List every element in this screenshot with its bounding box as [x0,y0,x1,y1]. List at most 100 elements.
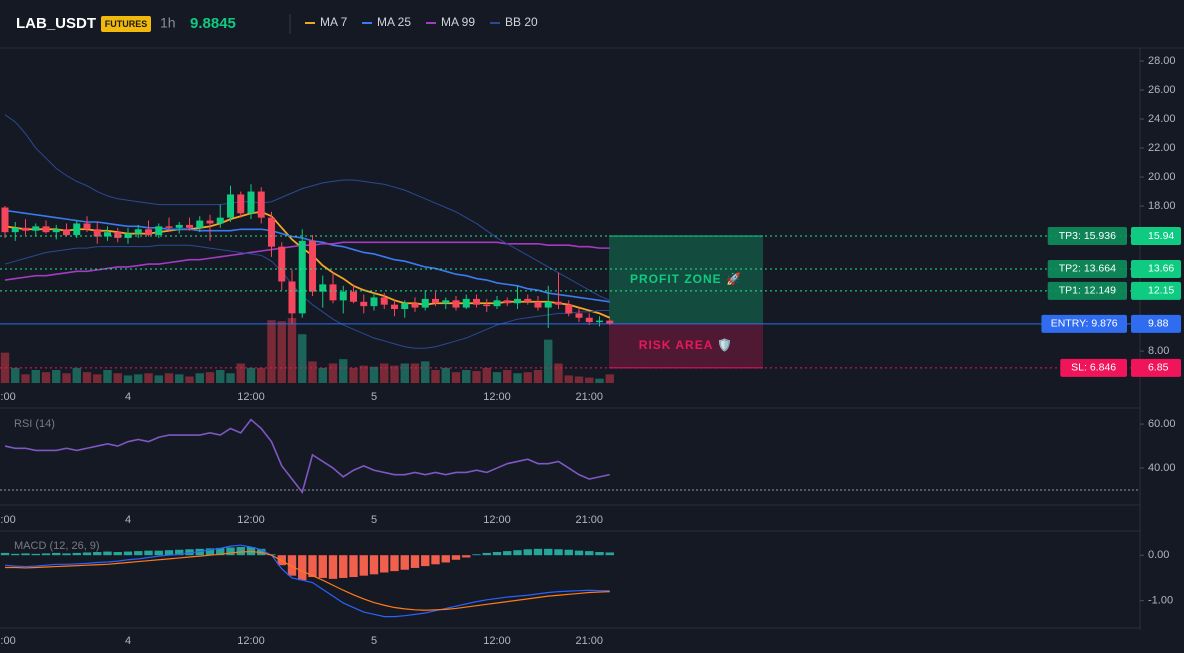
macd-bar [113,552,122,556]
candle-body [503,300,511,304]
last-price: 9.8845 [190,15,236,32]
volume-bar [492,372,502,383]
candle-body [555,301,562,305]
volume-bar [421,361,430,383]
macd-bar [462,555,471,558]
y-tick-label: 22.00 [1148,142,1176,154]
x-tick-label: 2:00 [0,391,16,403]
volume-bar [205,372,215,383]
y-tick-label: 20.00 [1148,171,1176,183]
candle-body [22,227,29,231]
level-tag-bg [1131,226,1181,245]
bb-lower [4,244,610,349]
x-tick-label: 21:00 [575,391,603,403]
candle-body [175,224,183,228]
macd-bar [31,553,40,556]
candle-body [186,224,193,228]
volume-bar [400,363,409,383]
level-label-bg [1060,358,1127,377]
volume-bar [482,367,491,383]
volume-bar [595,378,604,383]
volume-bar [523,372,532,383]
candle-body [473,298,480,305]
macd-bar [103,551,112,556]
candle-body [257,191,265,218]
level-tag: 12.15 [1148,285,1174,297]
x-tick-label: 5 [371,514,377,526]
level-tag: 13.66 [1148,263,1174,275]
y-tick-label: -1.00 [1148,595,1173,607]
candle-body [606,320,614,324]
volume-bar [605,374,614,383]
level-tag: 6.85 [1148,362,1169,374]
y-tick-label: 26.00 [1148,84,1176,96]
macd-bar [216,547,225,556]
macd-bar [605,552,614,556]
macd-bar [287,555,297,576]
candle-body [432,298,439,304]
volume-bar [451,372,461,383]
macd-bar [93,552,102,556]
x-tick-label: 5 [371,635,377,647]
x-tick-label: 12:00 [237,635,265,647]
volume-bar [113,373,122,383]
volume-bar [246,367,256,383]
candle-body [565,304,573,314]
macd-bar [123,551,133,556]
macd-bar [369,555,379,575]
y-tick-label: 60.00 [1148,418,1176,430]
volume-bar [349,367,358,383]
legend: MA 7 MA 25 MA 99 BB 20 [305,15,538,29]
candle-body [42,226,50,233]
macd-bar [472,554,481,556]
volume-bar [267,320,276,383]
candle-body [329,284,337,301]
candle-body [339,291,347,301]
volume-bar [216,370,225,383]
candle-body [452,300,460,308]
x-tick-label: 4 [125,635,131,647]
macd-bar [236,547,245,556]
candle-body [319,284,327,292]
candle-body [155,226,163,236]
macd-bar [410,555,420,568]
macd-bar [431,555,440,565]
candle-body [596,320,603,323]
zone-label: PROFIT ZONE 🚀 [630,272,742,286]
macd-bar [175,549,184,556]
volume-bar [164,373,174,383]
volume-bar [11,367,20,383]
y-tick-label: 18.00 [1148,200,1176,212]
macd-bar [421,555,430,567]
volume-bar [441,367,450,383]
macd-bar [380,555,389,573]
candle-body [442,300,450,304]
x-tick-label: 2:00 [0,635,16,647]
macd-bar [144,550,153,556]
candle-body [483,304,491,307]
macd-bar [0,552,10,556]
candle-body [216,217,224,224]
macd-bar [492,552,502,556]
level-tag-bg [1131,259,1181,278]
candle-body [309,240,316,292]
volume-bar [585,377,594,383]
macd-bar [185,549,194,556]
macd-bar [308,555,317,578]
candle-body [73,223,81,236]
legend-label: BB 20 [505,15,538,29]
volume-bar [0,352,10,383]
candle-body [1,207,9,233]
volume-bar [195,373,204,383]
volume-bar [226,373,235,383]
volume-bar [574,376,584,383]
macd-bar [513,550,522,556]
level-tag-bg [1131,281,1181,300]
candle-body [11,227,19,233]
candle-body [370,297,378,307]
macd-bar [134,551,143,556]
volume-bar [41,372,51,383]
candle-body [134,229,142,234]
candle-body [544,301,552,308]
